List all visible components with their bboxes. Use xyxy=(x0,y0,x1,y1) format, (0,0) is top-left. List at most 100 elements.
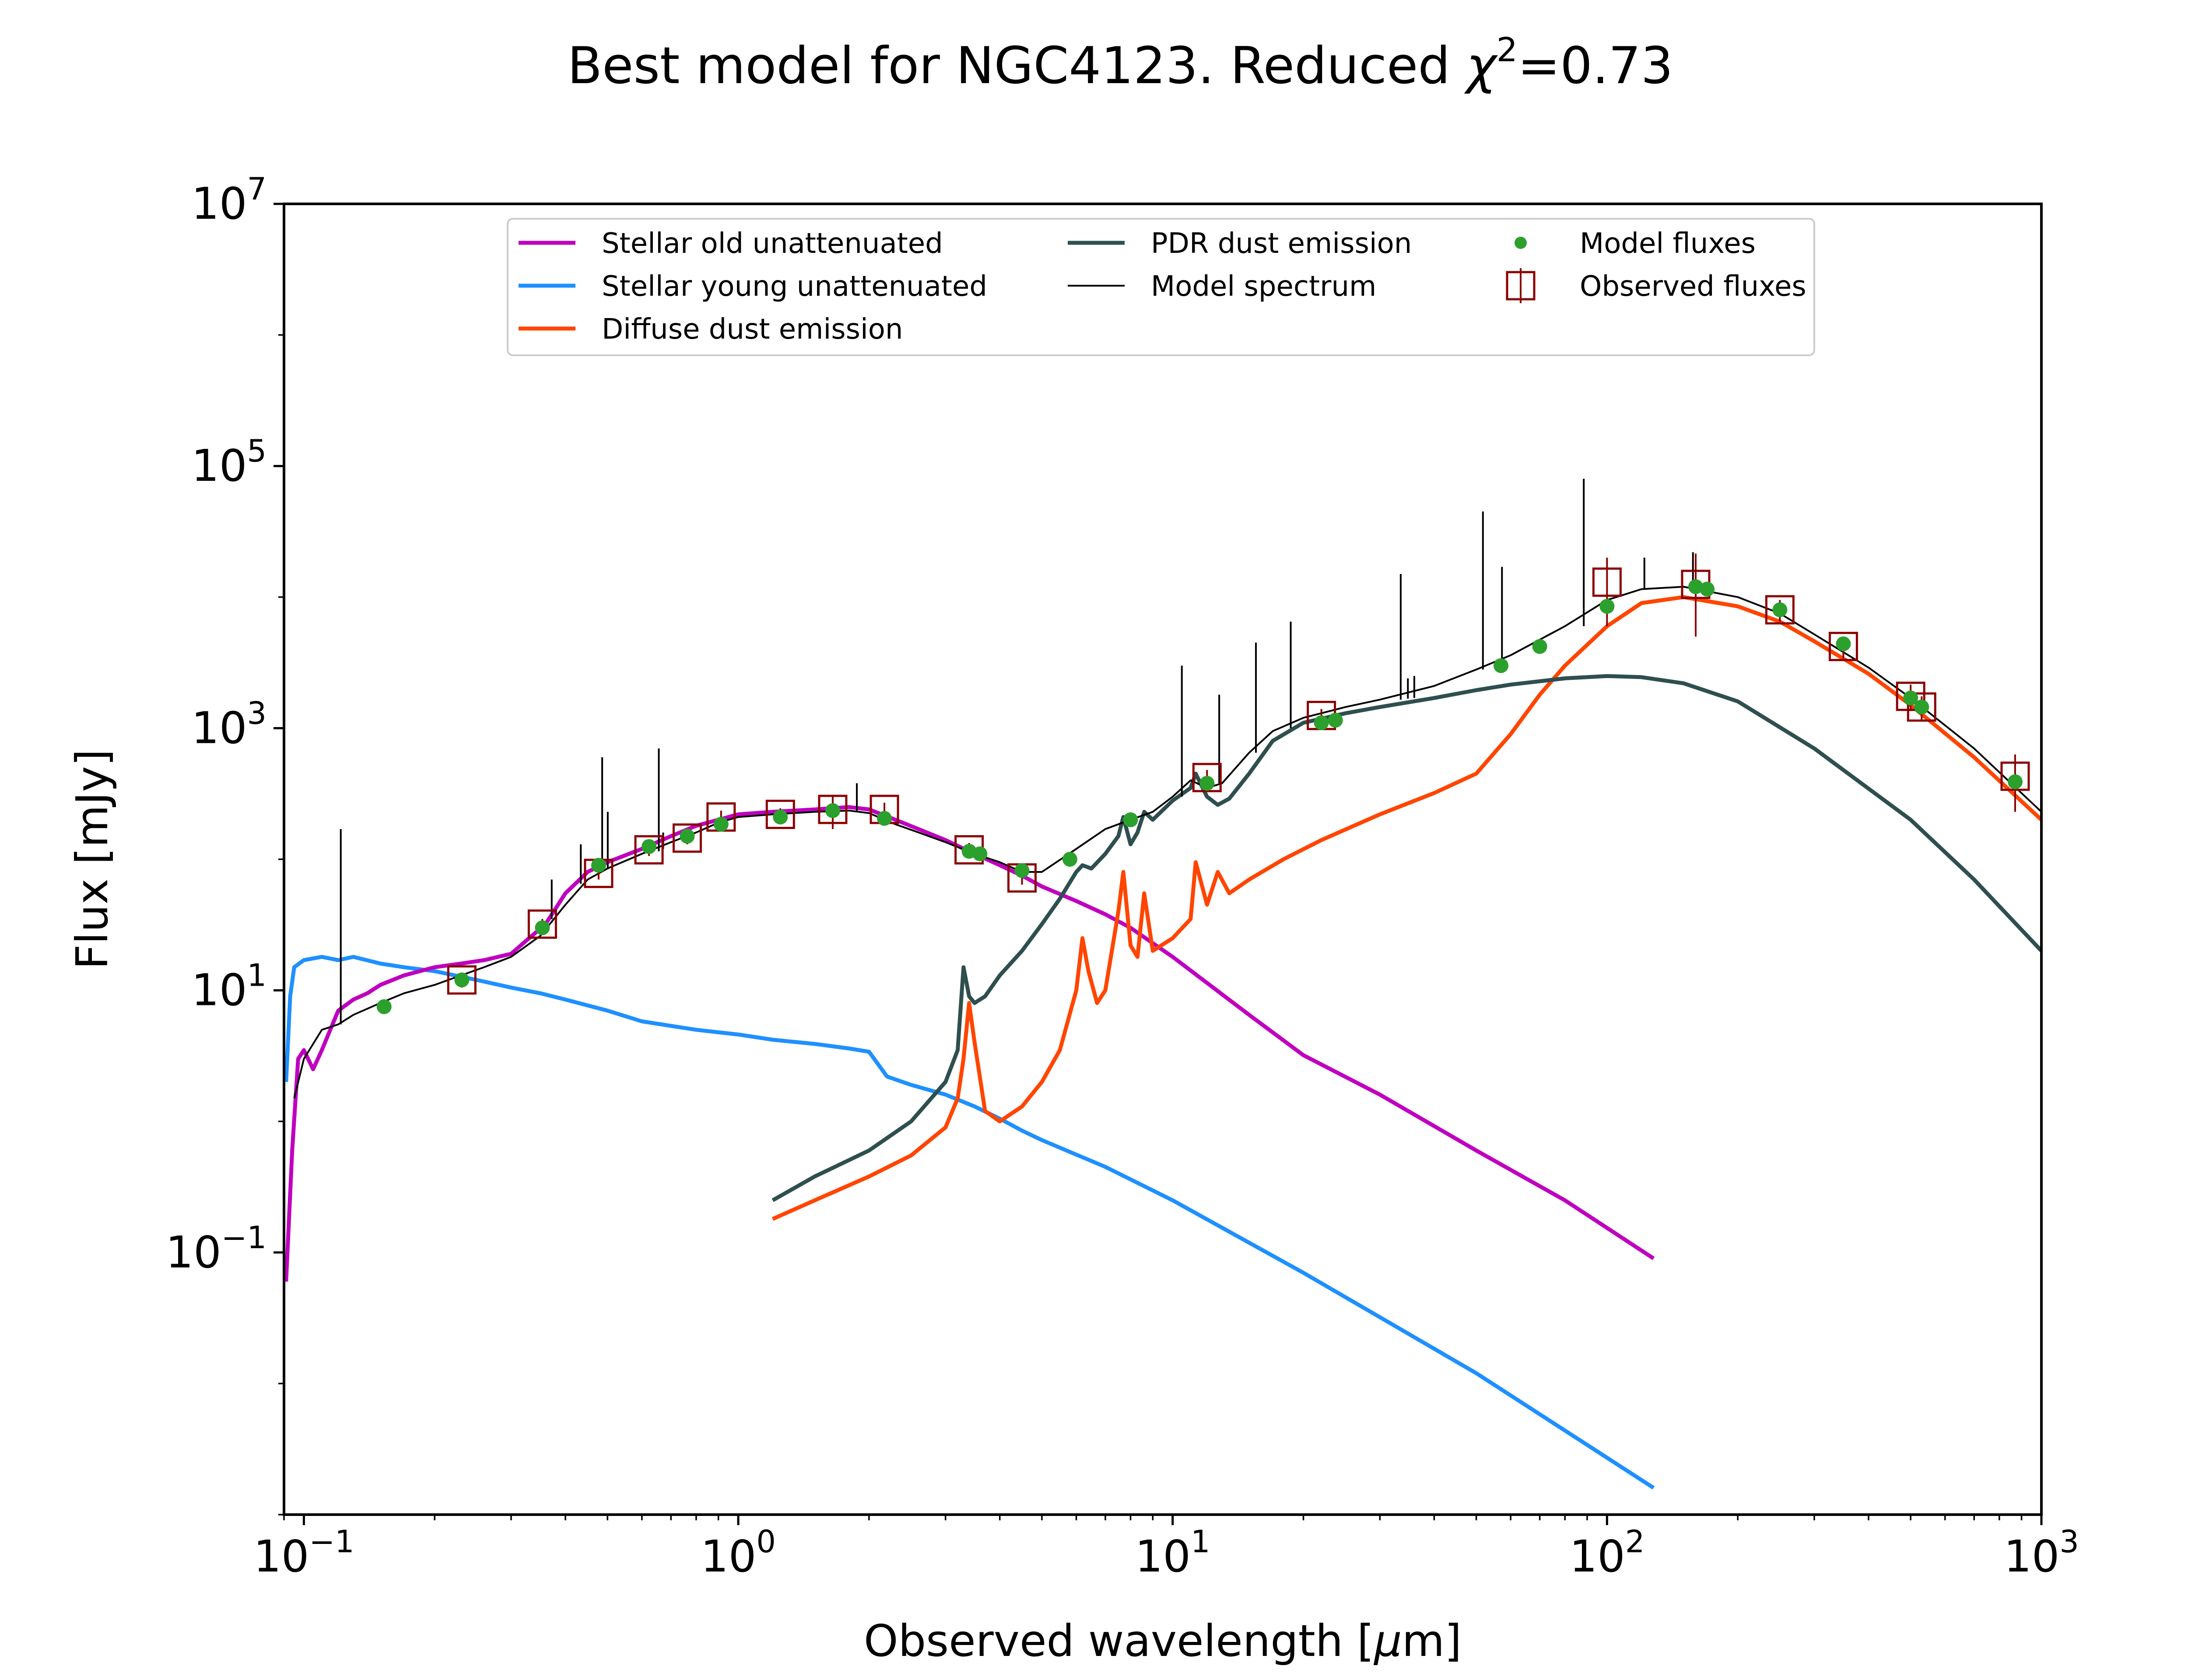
model-flux-point xyxy=(1903,690,1918,706)
model-flux-point xyxy=(376,999,392,1015)
y-tick-exponent: −1 xyxy=(221,1220,266,1256)
model-flux-point xyxy=(1688,579,1703,595)
legend-box xyxy=(507,218,1815,356)
x-tick-exponent: −1 xyxy=(309,1524,354,1560)
plot-frame xyxy=(283,203,2043,1516)
observed-flux-marker xyxy=(634,835,664,864)
model-flux-point xyxy=(1062,852,1077,867)
x-tick-exponent: 2 xyxy=(1625,1524,1645,1560)
legend-label: Model spectrum xyxy=(1151,270,1376,303)
legend-swatch xyxy=(1515,237,1527,249)
y-tick-base: 10 xyxy=(191,440,247,491)
model-flux-point xyxy=(877,811,892,826)
model-flux-point xyxy=(1599,598,1615,614)
x-axis-label: Observed wavelength [μm] xyxy=(864,1615,1462,1666)
legend-item-stellar-old-unattenuated: Stellar old unattenuated xyxy=(519,228,943,260)
xlabel-pre: Observed wavelength [ xyxy=(864,1615,1374,1666)
model-flux-point xyxy=(1700,581,1715,597)
model-flux-point xyxy=(972,846,988,861)
model-flux-point xyxy=(1494,658,1509,673)
model-flux-point xyxy=(1123,812,1138,827)
y-tick-exponent: 5 xyxy=(247,433,266,469)
x-tick-exponent: 3 xyxy=(2059,1524,2079,1560)
model-flux-point xyxy=(1328,713,1343,728)
xlabel-post: m] xyxy=(1402,1615,1462,1666)
model-flux-point xyxy=(454,972,470,987)
x-tick-base: 10 xyxy=(701,1531,756,1582)
series-layer xyxy=(284,479,2041,1490)
markers-layer xyxy=(376,553,2030,1015)
legend-swatch xyxy=(1506,271,1536,301)
model-flux-point xyxy=(1314,715,1329,730)
model-flux-point xyxy=(591,858,606,873)
xlabel-mu: μ xyxy=(1373,1615,1402,1666)
legend-label: Diffuse dust emission xyxy=(602,313,903,346)
observed-flux-marker xyxy=(672,823,702,853)
observed-flux-marker xyxy=(765,799,795,829)
model-spectrum-line xyxy=(293,586,2041,1099)
legend-label: Observed fluxes xyxy=(1580,270,1806,303)
y-tick-label: 107 xyxy=(191,171,266,229)
x-tick-label: 102 xyxy=(1569,1524,1645,1582)
model-flux-point xyxy=(1836,636,1851,651)
legend-label: PDR dust emission xyxy=(1151,228,1412,260)
pdr-dust-emission-line xyxy=(771,674,2041,1202)
x-tick-base: 10 xyxy=(2004,1531,2059,1582)
x-tick-label: 100 xyxy=(701,1524,776,1582)
x-axis: 10−1 100 101 102 103 xyxy=(253,1515,2079,1582)
observed-flux-marker xyxy=(2000,761,2030,791)
legend-item-observed-fluxes: Observed fluxes xyxy=(1506,268,1806,303)
observed-flux-marker xyxy=(1592,567,1622,597)
legend-item-pdr-dust-emission: PDR dust emission xyxy=(1068,228,1412,260)
model-flux-point xyxy=(1914,700,1929,715)
observed-flux-point xyxy=(1592,557,1622,626)
observed-flux-marker xyxy=(818,794,848,824)
y-tick-base: 10 xyxy=(191,178,247,229)
diffuse-dust-emission-line xyxy=(771,595,2041,1221)
x-tick-base: 10 xyxy=(253,1531,309,1582)
y-tick-label: 105 xyxy=(191,433,266,491)
observed-flux-marker xyxy=(447,965,477,995)
model-flux-point xyxy=(2007,774,2023,789)
x-tick-exponent: 0 xyxy=(756,1524,776,1560)
model-flux-point xyxy=(773,809,788,825)
y-tick-label: 103 xyxy=(191,695,266,753)
legend-label: Model fluxes xyxy=(1580,228,1756,260)
legend-label: Stellar young unattenuated xyxy=(602,270,987,303)
x-tick-label: 101 xyxy=(1135,1524,1210,1582)
observed-flux-marker xyxy=(527,909,557,939)
legend: Stellar old unattenuated Stellar young un… xyxy=(507,218,1815,356)
model-flux-point xyxy=(1532,639,1547,654)
observed-flux-marker xyxy=(1896,682,1925,711)
title-value: =0.73 xyxy=(1518,36,1673,95)
y-tick-base: 10 xyxy=(166,1227,221,1278)
title-main: Best model for NGC4123. Reduced xyxy=(568,36,1466,95)
stellar-old-unattenuated-line xyxy=(284,805,1655,1282)
model-flux-point xyxy=(680,829,695,844)
legend-item-diffuse-dust-emission: Diffuse dust emission xyxy=(519,313,903,346)
legend-item-model-spectrum: Model spectrum xyxy=(1068,270,1376,303)
y-axis-label: Flux [mJy] xyxy=(67,749,118,970)
y-tick-label: 10−1 xyxy=(166,1220,266,1278)
x-tick-base: 10 xyxy=(1569,1531,1625,1582)
x-tick-base: 10 xyxy=(1135,1531,1191,1582)
model-flux-point xyxy=(1772,602,1788,617)
model-flux-point xyxy=(713,816,729,832)
y-tick-exponent: 7 xyxy=(247,171,266,207)
y-tick-exponent: 1 xyxy=(247,958,266,994)
chart-title: Best model for NGC4123. Reduced χ2=0.73 xyxy=(568,30,1673,95)
observed-flux-marker xyxy=(1765,595,1795,625)
legend-label: Stellar old unattenuated xyxy=(602,228,943,260)
model-flux-point xyxy=(1199,776,1215,791)
title-sup: 2 xyxy=(1497,30,1518,69)
x-tick-label: 10−1 xyxy=(253,1524,354,1582)
model-flux-point xyxy=(642,839,657,854)
model-flux-point xyxy=(825,803,840,818)
x-tick-label: 103 xyxy=(2004,1524,2079,1582)
legend-item-stellar-young-unattenuated: Stellar young unattenuated xyxy=(519,270,987,303)
y-tick-base: 10 xyxy=(191,702,247,753)
observed-flux-marker xyxy=(1828,632,1858,662)
model-flux-point xyxy=(535,920,550,935)
